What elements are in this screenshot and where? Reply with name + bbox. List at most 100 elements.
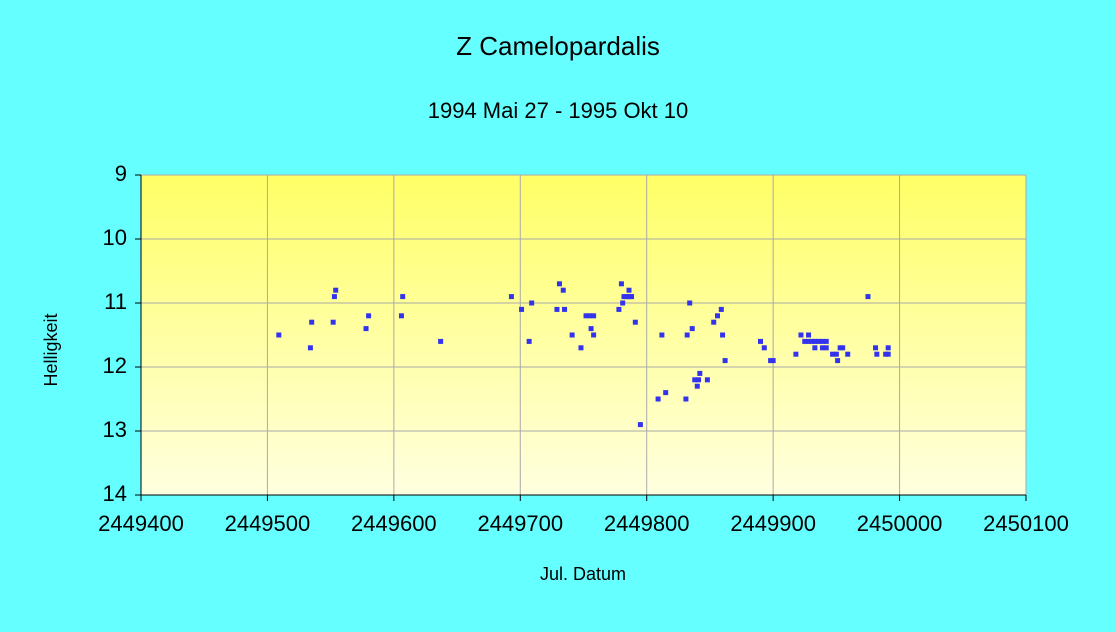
x-tick-label: 2450100 <box>983 511 1069 536</box>
data-point <box>508 294 514 300</box>
data-point <box>626 287 632 293</box>
data-point <box>711 319 717 325</box>
x-tick-label: 2450000 <box>857 511 943 536</box>
data-point <box>715 313 721 319</box>
x-tick-label: 2449500 <box>225 511 311 536</box>
data-point <box>438 338 444 344</box>
data-point <box>806 338 812 344</box>
y-tick-label: 11 <box>104 289 127 314</box>
data-point <box>618 281 624 287</box>
data-point <box>621 294 627 300</box>
data-point <box>718 306 724 312</box>
data-point <box>694 383 700 389</box>
data-point <box>309 319 315 325</box>
data-point <box>704 377 710 383</box>
data-point <box>696 377 702 383</box>
data-point <box>683 396 689 402</box>
data-point <box>400 294 406 300</box>
data-point <box>885 345 891 351</box>
data-point <box>366 313 372 319</box>
data-point <box>758 338 763 344</box>
data-point <box>692 377 698 383</box>
data-point <box>823 338 829 344</box>
data-point <box>276 332 282 338</box>
data-point <box>331 294 337 300</box>
y-tick-label: 9 <box>115 161 127 186</box>
data-point <box>812 338 818 344</box>
data-point <box>816 338 822 344</box>
data-point <box>637 422 643 428</box>
data-point <box>833 351 839 357</box>
y-tick-label: 14 <box>103 481 127 506</box>
chart-subtitle: 1994 Mai 27 - 1995 Okt 10 <box>428 98 689 123</box>
data-point <box>806 332 812 338</box>
data-point <box>802 338 808 344</box>
data-point <box>659 332 665 338</box>
data-point <box>823 345 829 351</box>
data-point <box>519 306 525 312</box>
data-point <box>840 345 846 351</box>
x-tick-label: 2449800 <box>604 511 690 536</box>
x-tick-label: 2449600 <box>351 511 437 536</box>
data-point <box>761 345 767 351</box>
y-tick-label: 13 <box>103 417 127 442</box>
data-point <box>569 332 575 338</box>
data-point <box>684 332 690 338</box>
data-point <box>625 294 631 300</box>
data-point <box>885 351 891 357</box>
data-point <box>583 313 589 319</box>
data-point <box>529 300 535 306</box>
x-tick-label: 2449700 <box>477 511 563 536</box>
plot-area <box>141 175 1026 495</box>
data-point <box>883 351 889 357</box>
data-point <box>819 338 825 344</box>
data-point <box>809 338 815 344</box>
data-point <box>798 332 804 338</box>
data-point <box>830 351 836 357</box>
y-tick-label: 12 <box>103 353 127 378</box>
data-point <box>526 338 532 344</box>
data-point <box>720 332 726 338</box>
data-point <box>556 281 562 287</box>
data-point <box>629 294 635 300</box>
data-point <box>333 287 339 293</box>
data-point <box>812 345 818 351</box>
data-point <box>865 294 871 300</box>
data-point <box>819 345 825 351</box>
data-point <box>560 287 566 293</box>
data-point <box>655 396 661 402</box>
x-tick-label: 2449400 <box>98 511 184 536</box>
data-point <box>689 326 695 332</box>
data-point <box>620 300 626 306</box>
data-point <box>588 326 594 332</box>
data-point <box>330 319 336 325</box>
data-point <box>363 326 369 332</box>
data-point <box>873 345 879 351</box>
data-point <box>722 358 728 364</box>
data-point <box>591 332 597 338</box>
data-point <box>307 345 313 351</box>
x-axis-label: Jul. Datum <box>540 564 626 584</box>
data-point <box>398 313 404 319</box>
data-point <box>562 306 568 312</box>
data-point <box>587 313 593 319</box>
data-point <box>591 313 597 319</box>
data-point <box>578 345 584 351</box>
data-point <box>768 358 774 364</box>
x-tick-label: 2449900 <box>730 511 816 536</box>
data-point <box>837 345 843 351</box>
y-axis-label: Helligkeit <box>41 313 61 386</box>
data-point <box>697 370 703 376</box>
data-point <box>554 306 560 312</box>
data-point <box>835 358 841 364</box>
data-point <box>632 319 638 325</box>
y-tick-label: 10 <box>103 225 127 250</box>
data-point <box>663 390 669 396</box>
data-point <box>687 300 693 306</box>
data-point <box>616 306 622 312</box>
chart-title: Z Camelopardalis <box>456 31 660 61</box>
data-point <box>874 351 880 357</box>
data-point <box>770 358 776 364</box>
